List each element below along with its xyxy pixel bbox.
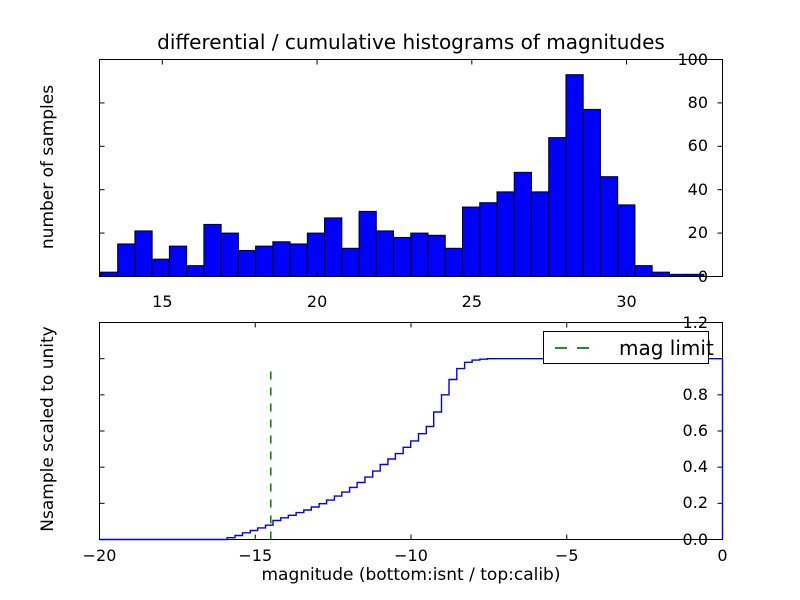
top-y-axis-label: number of samples (38, 84, 58, 250)
y-tick-label: 0 (697, 266, 708, 286)
legend: mag limit (543, 331, 714, 364)
histogram-bar (393, 236, 412, 278)
y-tick-label: 0.4 (682, 457, 708, 477)
histogram-bar (272, 241, 291, 277)
histogram-bar (582, 108, 601, 277)
y-tick-label: 0.8 (682, 384, 708, 404)
histogram-bar (358, 210, 377, 277)
histogram-bar (306, 232, 326, 278)
bottom-cumulative-plot (99, 322, 724, 541)
x-tick-label: −15 (238, 546, 273, 565)
histogram-bar (634, 265, 653, 277)
histogram-bar (617, 204, 636, 277)
y-tick-label: 20 (687, 223, 708, 243)
histogram-bar (427, 234, 446, 278)
bottom-y-axis-label: Nsample scaled to unity (38, 326, 58, 532)
y-tick-label: 0.6 (682, 421, 708, 440)
histogram-bar (99, 271, 119, 278)
histogram-bar (117, 243, 136, 277)
histogram-bar (410, 232, 429, 278)
x-tick-label: 25 (461, 292, 482, 311)
histogram-bar (548, 137, 567, 278)
y-tick-label: 40 (687, 179, 708, 199)
x-tick-label: −5 (554, 546, 579, 565)
histogram-bar (186, 265, 205, 277)
cumulative-step-curve (99, 358, 724, 541)
y-tick-label: 60 (687, 136, 708, 156)
y-tick-label: 100 (677, 49, 708, 69)
histogram-bar (462, 206, 481, 277)
histogram-bar (599, 176, 619, 277)
histogram-bar (496, 191, 515, 277)
y-tick-label: 0.0 (682, 529, 708, 549)
axes-frame (99, 59, 723, 277)
x-tick-label: 30 (616, 292, 637, 311)
histogram-bar (255, 245, 274, 277)
legend-dashed-line-icon (555, 346, 591, 349)
histogram-bar (134, 230, 153, 277)
y-tick-label: 1.2 (682, 312, 708, 332)
top-histogram-plot (99, 59, 723, 278)
x-tick-label: −10 (394, 546, 428, 565)
x-tick-label: 20 (306, 292, 328, 311)
histogram-bar (375, 230, 395, 277)
plot-title: differential / cumulative histograms of … (157, 30, 665, 54)
x-axis-label: magnitude (bottom:isnt / top:calib) (261, 565, 561, 585)
histogram-bar (203, 223, 222, 277)
histogram-bar (513, 171, 532, 277)
histogram-bar (168, 245, 188, 277)
legend-label: mag limit (619, 335, 714, 360)
y-tick-label: 80 (687, 92, 708, 112)
histogram-bar (565, 74, 584, 277)
histogram-bar (151, 258, 170, 277)
histogram-bar (479, 202, 498, 277)
histogram-bar (289, 243, 308, 277)
histogram-bar (237, 249, 257, 278)
histogram-bar (530, 191, 550, 277)
x-tick-label: 0 (717, 546, 728, 565)
histogram-bar (341, 247, 360, 277)
x-tick-label: −20 (82, 546, 117, 565)
y-tick-label: 0.2 (682, 493, 708, 513)
histogram-bars (99, 74, 705, 278)
histogram-bar (444, 247, 464, 277)
histogram-bar (220, 232, 239, 278)
histogram-bar (651, 271, 670, 278)
x-tick-label: 15 (152, 292, 173, 311)
histogram-bar (324, 217, 343, 278)
